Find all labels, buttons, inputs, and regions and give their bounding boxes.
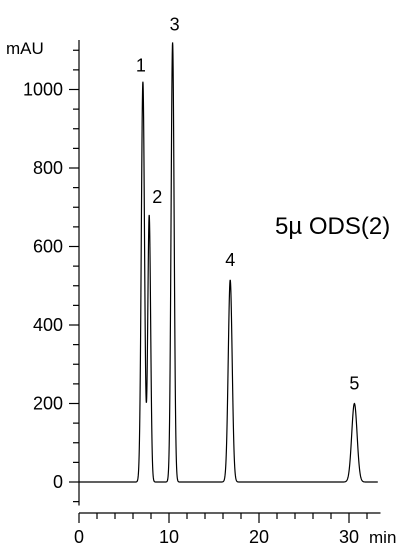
peak-label-5: 5 [349,374,359,394]
x-tick-label: 20 [249,527,269,547]
peak-label-4: 4 [225,250,235,270]
y-tick-label: 400 [33,315,63,335]
x-tick-label: 0 [74,527,84,547]
y-tick-label: 800 [33,158,63,178]
y-tick-label: 1000 [23,80,63,100]
y-tick-label: 600 [33,237,63,257]
peak-label-3: 3 [170,14,180,34]
column-annotation: 5µ ODS(2) [275,213,390,240]
peak-labels: 1 2 3 4 5 [136,14,360,393]
axes: 0 200 400 600 800 1000 0 10 20 30 [23,40,381,547]
y-tick-label: 200 [33,394,63,414]
peak-label-2: 2 [152,187,162,207]
x-axis-unit-label: min [369,528,396,547]
chromatogram-trace [79,42,378,483]
y-axis-unit-label: mAU [6,39,44,58]
x-tick-label: 30 [339,527,359,547]
peak-label-1: 1 [136,56,146,76]
x-tick-label: 10 [159,527,179,547]
y-tick-label: 0 [53,472,63,492]
